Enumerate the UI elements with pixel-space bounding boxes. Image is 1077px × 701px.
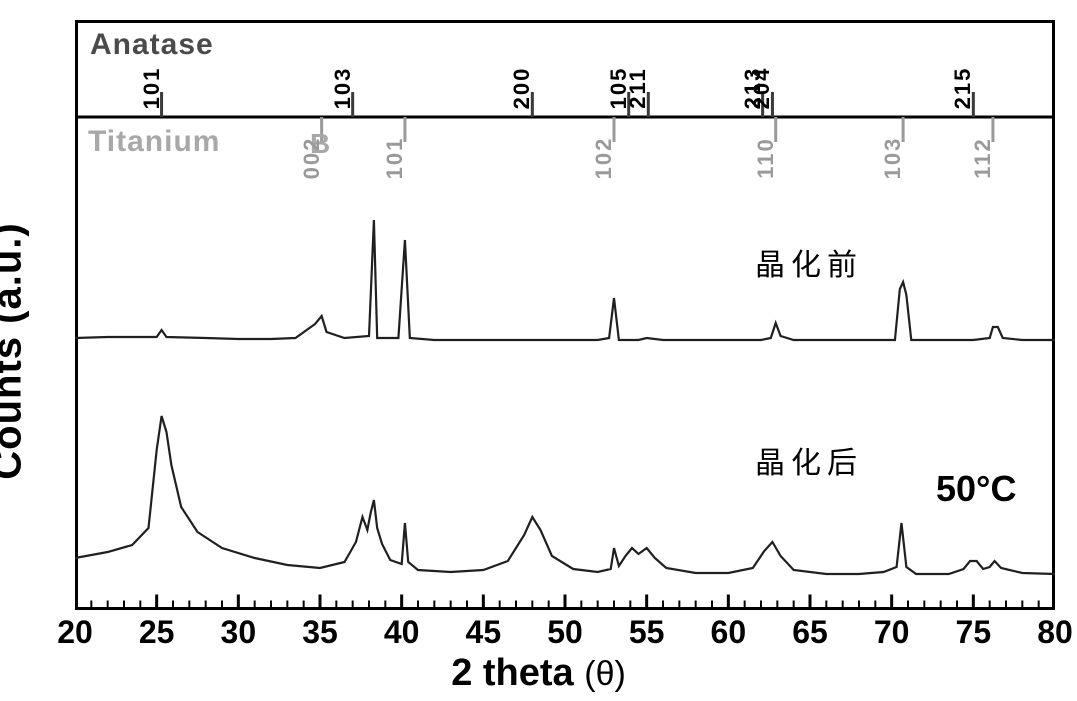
annotation-after: 晶化后 bbox=[755, 438, 863, 482]
titanium-peak-101: 101 bbox=[382, 137, 408, 180]
titanium-peak-110: 110 bbox=[753, 137, 779, 179]
x-tick-label: 30 bbox=[221, 614, 257, 651]
plot-area bbox=[75, 20, 1055, 610]
xrd-figure: Counts (a.u.) 2 theta (θ) Anatase Titani… bbox=[0, 0, 1077, 701]
x-tick-label: 20 bbox=[57, 614, 93, 651]
anatase-index-ticks bbox=[162, 92, 974, 117]
titanium-peak-112: 112 bbox=[970, 137, 996, 179]
annotation-before: 晶化前 bbox=[755, 240, 863, 284]
anatase-peak-101: 101 bbox=[139, 67, 165, 110]
titanium-peak-103: 103 bbox=[880, 137, 906, 180]
anatase-peak-211: 211 bbox=[625, 67, 651, 109]
x-tick-label: 65 bbox=[792, 614, 828, 651]
x-tick-label: 80 bbox=[1037, 614, 1073, 651]
plot-frame bbox=[77, 22, 1054, 609]
phase-name-anatase: Anatase bbox=[90, 28, 214, 62]
x-tick-label: 25 bbox=[139, 614, 175, 651]
x-axis-label-suffix: (θ) bbox=[584, 655, 626, 693]
x-tick-label: 35 bbox=[302, 614, 338, 651]
x-tick-label: 50 bbox=[547, 614, 583, 651]
anatase-peak-200: 200 bbox=[509, 67, 535, 110]
x-tick-label: 55 bbox=[629, 614, 665, 651]
x-tick-label: 45 bbox=[466, 614, 502, 651]
xrd-svg bbox=[75, 20, 1055, 610]
x-axis-label-main: 2 theta bbox=[451, 652, 573, 694]
titanium-peak-102: 102 bbox=[591, 137, 617, 180]
phase-name-titanium: Titanium bbox=[88, 125, 220, 159]
x-tick-label: 60 bbox=[711, 614, 747, 651]
trace-after bbox=[75, 416, 1055, 574]
trace-before bbox=[75, 220, 1055, 340]
anatase-peak-103: 103 bbox=[330, 67, 356, 110]
titanium-peak-002: 002 bbox=[299, 137, 325, 180]
y-axis-label: Counts (a.u.) bbox=[0, 222, 31, 479]
x-axis-label: 2 theta (θ) bbox=[451, 652, 626, 695]
x-tick-label: 40 bbox=[384, 614, 420, 651]
anatase-peak-215: 215 bbox=[950, 67, 976, 110]
anatase-peak-204: 204 bbox=[749, 67, 775, 110]
x-axis-ticks bbox=[75, 595, 1055, 609]
x-tick-label: 70 bbox=[874, 614, 910, 651]
x-tick-label: 75 bbox=[956, 614, 992, 651]
annotation-temperature: 50°C bbox=[936, 468, 1016, 510]
